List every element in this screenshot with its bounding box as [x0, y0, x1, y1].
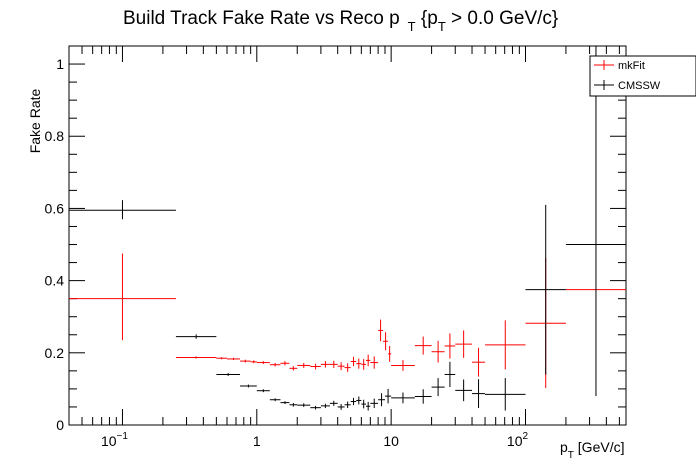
data-point	[329, 360, 338, 368]
data-point	[216, 373, 241, 376]
data-point	[280, 361, 290, 366]
data-point	[366, 401, 371, 411]
legend-cmssw-label: CMSSW	[618, 80, 661, 92]
data-point	[472, 347, 486, 377]
axes: 0 0.2 0.4 0.6 0.8 1 10−1 1 10 102	[45, 45, 627, 449]
data-point	[472, 379, 486, 409]
y-tick-label: 1	[56, 56, 64, 72]
data-point	[455, 330, 473, 358]
data-point	[280, 401, 290, 405]
x-tick-label: 102	[507, 431, 529, 449]
data-point	[310, 363, 321, 370]
data-point	[240, 384, 257, 388]
plot-frame	[68, 45, 627, 426]
data-point	[485, 320, 526, 370]
data-point	[383, 332, 389, 351]
data-point	[455, 379, 473, 402]
data-point	[414, 336, 432, 355]
data-point	[329, 400, 338, 406]
data-point	[240, 359, 251, 363]
legend: mkFit CMSSW	[589, 55, 696, 97]
x-tick-label: 1	[253, 433, 261, 449]
data-point	[444, 333, 456, 359]
data-point	[69, 200, 176, 220]
data-point	[431, 340, 445, 363]
data-point	[350, 356, 357, 367]
data-point	[256, 389, 270, 393]
series-cmssw	[69, 46, 626, 411]
data-point	[226, 357, 241, 361]
data-point	[256, 361, 270, 364]
data-point	[310, 405, 321, 410]
data-series	[69, 46, 626, 411]
data-point	[361, 358, 367, 370]
data-point	[344, 363, 351, 372]
data-point	[216, 357, 227, 360]
data-point	[414, 389, 432, 404]
y-axis-label: Fake Rate	[27, 88, 43, 153]
data-point	[378, 319, 384, 342]
data-point	[297, 403, 311, 407]
data-point	[384, 388, 392, 404]
data-point	[320, 403, 330, 409]
x-axis-label: pT [GeV/c]	[560, 439, 624, 461]
y-tick-label: 0.4	[45, 273, 65, 289]
data-point	[269, 398, 281, 402]
data-point	[337, 404, 345, 410]
data-point	[361, 399, 367, 409]
data-point	[391, 392, 415, 404]
data-point	[370, 398, 379, 409]
data-point	[175, 356, 217, 359]
y-tick-label: 0	[56, 417, 64, 433]
series-mkfit	[69, 253, 626, 389]
data-point	[250, 360, 257, 364]
legend-mkfit-label: mkFit	[618, 60, 645, 72]
data-point	[69, 253, 176, 341]
data-point	[337, 362, 345, 371]
legend-box	[589, 55, 696, 97]
data-point	[289, 366, 298, 371]
data-point	[485, 378, 526, 411]
data-point	[350, 397, 357, 406]
data-point	[565, 46, 626, 397]
data-point	[431, 378, 445, 397]
data-point	[391, 360, 415, 371]
x-tick-label: 10−1	[101, 431, 128, 449]
data-point	[297, 362, 311, 368]
data-point	[444, 361, 456, 388]
data-point	[370, 356, 379, 369]
data-point	[320, 361, 330, 368]
data-point	[525, 204, 566, 375]
data-point	[356, 396, 362, 405]
data-point	[366, 354, 371, 367]
data-point	[289, 402, 298, 407]
y-tick-label: 0.6	[45, 200, 65, 216]
data-point	[175, 334, 217, 339]
x-tick-label: 10	[383, 433, 399, 449]
data-point	[388, 345, 392, 362]
data-point	[378, 393, 385, 407]
y-tick-label: 0.2	[45, 345, 65, 361]
y-tick-label: 0.8	[45, 128, 65, 144]
data-point	[269, 362, 281, 367]
data-point	[344, 401, 351, 409]
data-point	[356, 358, 362, 369]
